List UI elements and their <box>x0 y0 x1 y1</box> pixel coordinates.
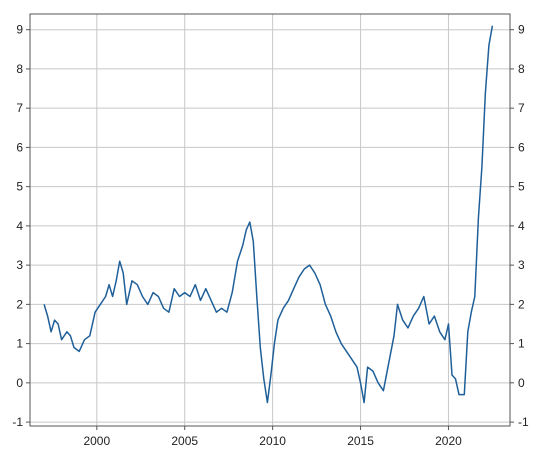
y-tick-label-left: 8 <box>16 62 23 76</box>
y-tick-label-right: 5 <box>518 180 525 194</box>
plot-frame <box>29 13 511 427</box>
y-tick-label-left: -1 <box>12 415 23 429</box>
y-tick-label-right: 9 <box>518 23 525 37</box>
x-axis-labels: 2000 2005 2010 2015 2020 <box>83 434 462 448</box>
y-tick-label-left: 6 <box>16 140 23 154</box>
y-tick-label-right: 8 <box>518 62 525 76</box>
y-tick-label-right: 1 <box>518 337 525 351</box>
tick-marks <box>26 29 514 430</box>
y-tick-label-left: 3 <box>16 258 23 272</box>
y-tick-label-left: 0 <box>16 376 23 390</box>
x-tick-label: 2005 <box>171 434 198 448</box>
x-tick-label: 2010 <box>259 434 286 448</box>
series-line <box>43 25 494 404</box>
y-tick-label-right: 3 <box>518 258 525 272</box>
x-tick-label: 2015 <box>347 434 374 448</box>
y-tick-label-right: 0 <box>518 376 525 390</box>
y-axis-left-labels: -1 0 1 2 3 4 5 6 7 8 9 <box>12 23 23 429</box>
y-tick-label-left: 5 <box>16 180 23 194</box>
y-tick-label-right: 6 <box>518 140 525 154</box>
y-axis-right-labels: -1 0 1 2 3 4 5 6 7 8 9 <box>518 23 529 429</box>
y-tick-label-right: -1 <box>518 415 529 429</box>
y-tick-label-left: 9 <box>16 23 23 37</box>
y-tick-label-right: 2 <box>518 297 525 311</box>
y-tick-label-left: 7 <box>16 101 23 115</box>
y-tick-label-left: 1 <box>16 337 23 351</box>
x-tick-label: 2020 <box>435 434 462 448</box>
y-tick-label-right: 7 <box>518 101 525 115</box>
y-tick-label-right: 4 <box>518 219 525 233</box>
x-tick-label: 2000 <box>83 434 110 448</box>
y-tick-label-left: 4 <box>16 219 23 233</box>
y-tick-label-left: 2 <box>16 297 23 311</box>
